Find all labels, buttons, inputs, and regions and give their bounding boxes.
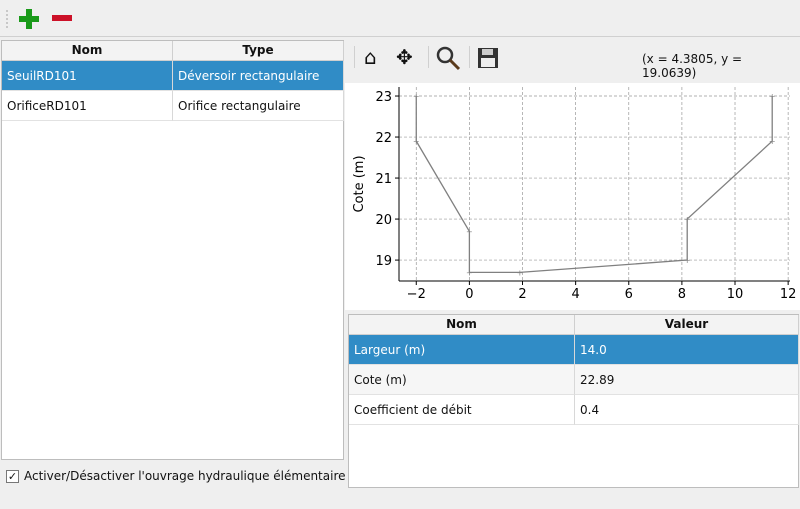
x-tick-label: 6 [625,287,633,302]
data-point: + [684,215,691,224]
table-row-type[interactable]: Déversoir rectangulaire [173,61,344,91]
chart-background [345,83,800,310]
remove-structure-button[interactable] [52,15,72,21]
data-point: + [517,268,524,277]
param-row-valeur[interactable]: 22.89 [575,365,799,395]
param-row-nom[interactable]: Largeur (m) [349,335,575,365]
column-header-type[interactable]: Type [173,41,344,61]
x-tick-label: 2 [518,287,526,302]
cross-section-chart[interactable]: −2 0 2 4 6 8 10 12 19 20 21 22 23 + + + + + + + + + Cote (m) [345,83,800,310]
y-axis-label: Cote (m) [352,155,367,212]
table-row-nom[interactable]: SeuilRD101 [2,61,173,91]
x-tick-label: 12 [780,287,797,302]
home-icon[interactable]: ⌂ [364,45,377,69]
param-row-valeur[interactable]: 14.0 [575,335,799,365]
column-header-nom[interactable]: Nom [2,41,173,61]
main-toolbar [0,0,800,37]
data-point: + [769,92,776,101]
x-tick-label: 8 [678,287,686,302]
param-row-nom[interactable]: Cote (m) [349,365,575,395]
data-point: + [413,92,420,101]
parameters-table[interactable]: Nom Valeur Largeur (m) 14.0 Cote (m) 22.… [348,314,799,488]
add-structure-button[interactable] [19,9,39,29]
zoom-icon[interactable] [435,45,461,71]
profile-line [415,96,773,274]
toolbar-grip[interactable] [6,10,10,28]
param-row-valeur[interactable]: 0.4 [575,395,799,425]
x-tick-label: 0 [465,287,473,302]
data-point: + [466,268,473,277]
table-row-type[interactable]: Orifice rectangulaire [173,91,344,121]
data-point: + [466,227,473,236]
enable-structure-label: Activer/Désactiver l'ouvrage hydraulique… [24,469,346,483]
save-icon[interactable] [478,48,498,68]
column-header-valeur[interactable]: Valeur [575,315,799,335]
grid [399,87,790,281]
data-point: + [769,137,776,146]
structures-table[interactable]: Nom Type SeuilRD101 Déversoir rectangula… [1,40,344,460]
x-tick-label: 10 [727,287,744,302]
data-point: + [684,256,691,265]
x-tick-label: 4 [572,287,580,302]
y-tick-label: 23 [375,90,392,105]
y-tick-label: 22 [375,131,392,146]
x-tick-label: −2 [407,287,426,302]
enable-structure-checkbox[interactable]: ✓ [6,470,19,483]
y-tick-label: 21 [375,172,392,187]
y-tick-label: 20 [375,213,392,228]
column-header-nom[interactable]: Nom [349,315,575,335]
ticks: −2 0 2 4 6 8 10 12 19 20 21 22 23 [375,90,796,302]
data-point: + [413,137,420,146]
y-tick-label: 19 [375,254,392,269]
param-row-nom[interactable]: Coefficient de débit [349,395,575,425]
cursor-coordinates: (x = 4.3805, y = 19.0639) [642,52,743,80]
pan-icon[interactable]: ✥ [396,45,413,69]
table-row-nom[interactable]: OrificeRD101 [2,91,173,121]
